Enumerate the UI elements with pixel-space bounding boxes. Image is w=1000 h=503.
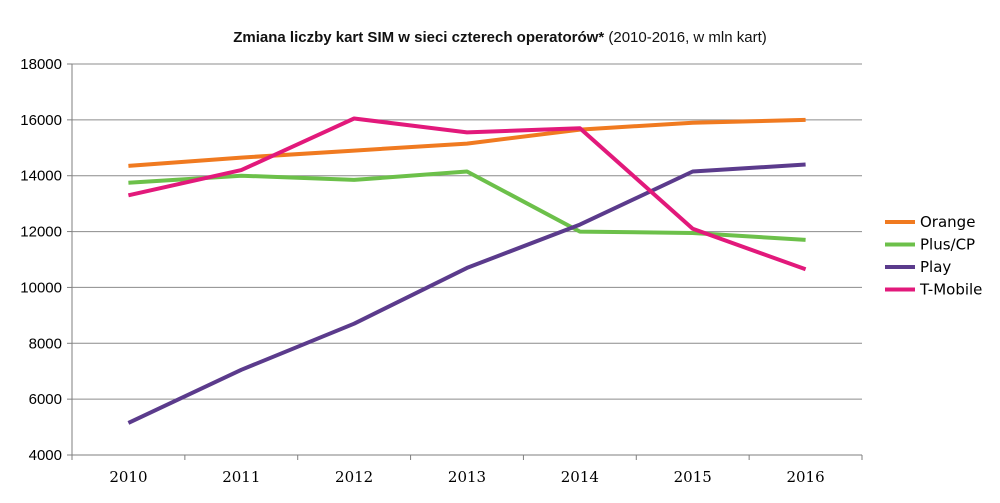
series-line-orange — [128, 117, 806, 168]
legend-label: Play — [920, 258, 951, 276]
axes — [71, 64, 862, 456]
x-tick-label: 2012 — [335, 468, 373, 486]
series-line-play — [127, 162, 806, 425]
series-line-plus-cp — [128, 169, 806, 242]
y-tick-label: 16000 — [20, 112, 62, 129]
series-lines — [127, 116, 807, 425]
x-tick-label: 2013 — [448, 468, 486, 486]
series-line-t-mobile — [127, 116, 807, 272]
y-tick-label: 6000 — [29, 391, 62, 408]
x-tick-label: 2014 — [561, 468, 599, 486]
chart-title-main: Zmiana liczby kart SIM w sieci czterech … — [233, 29, 604, 46]
legend-label: T-Mobile — [919, 281, 982, 299]
x-tick-label: 2016 — [786, 468, 824, 486]
x-tick-label: 2015 — [674, 468, 712, 486]
y-tick-label: 18000 — [20, 56, 62, 73]
x-tick-label: 2010 — [109, 468, 147, 486]
y-tick-label: 8000 — [29, 335, 62, 352]
legend: Orange Plus/CP Play T-Mobile — [885, 213, 982, 299]
y-axis-ticks: 4000 6000 8000 10000 12000 14000 16000 18000 — [20, 56, 72, 464]
y-tick-label: 4000 — [29, 447, 62, 464]
gridlines — [72, 63, 862, 400]
legend-label: Plus/CP — [920, 236, 975, 254]
y-tick-label: 12000 — [20, 224, 62, 241]
x-tick-label: 2011 — [222, 468, 260, 486]
y-tick-label: 14000 — [20, 168, 62, 185]
legend-label: Orange — [920, 213, 975, 231]
y-tick-label: 10000 — [20, 279, 62, 296]
chart-title-sub: (2010-2016, w mln kart) — [604, 29, 767, 46]
chart-title: Zmiana liczby kart SIM w sieci czterech … — [233, 29, 767, 46]
x-axis-ticks: 2010 2011 2012 2013 2014 2015 2016 — [71, 455, 863, 486]
